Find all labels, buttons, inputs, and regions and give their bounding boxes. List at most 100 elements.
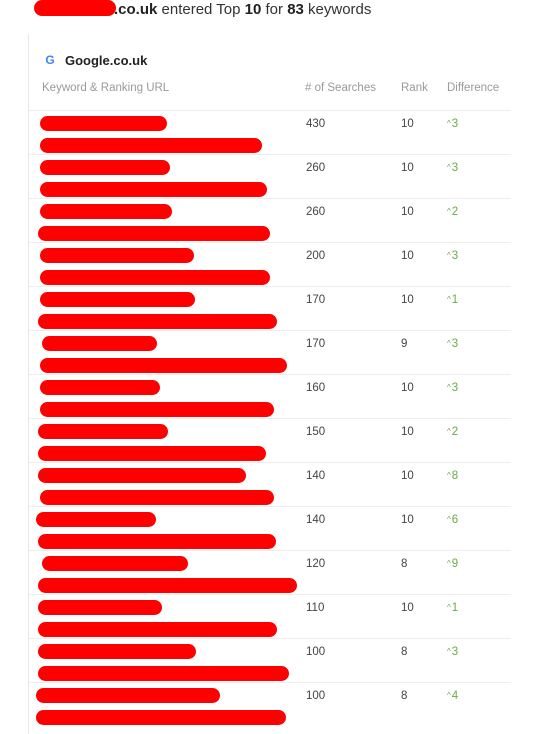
difference-value: ^1 xyxy=(447,602,458,614)
column-header-searches: # of Searches xyxy=(305,82,376,94)
rank-value: 10 xyxy=(401,514,414,526)
difference-value: ^3 xyxy=(447,162,458,174)
difference-value: ^3 xyxy=(447,646,458,658)
table-row: 430 10 ^3 xyxy=(29,110,511,154)
headline-text-2: for xyxy=(261,1,288,18)
searches-value: 100 xyxy=(306,646,326,658)
rank-value: 8 xyxy=(401,690,408,702)
redacted-ranking-url xyxy=(38,666,289,681)
rank-value: 10 xyxy=(401,118,414,130)
difference-number: 3 xyxy=(451,250,459,262)
rank-value: 10 xyxy=(401,470,414,482)
difference-number: 2 xyxy=(451,426,459,438)
searches-value: 160 xyxy=(306,382,326,394)
difference-value: ^9 xyxy=(447,558,458,570)
redacted-ranking-url xyxy=(38,578,297,593)
difference-value: ^1 xyxy=(447,294,458,306)
difference-value: ^2 xyxy=(447,426,458,438)
redacted-ranking-url xyxy=(38,314,277,329)
redacted-keyword xyxy=(40,160,170,175)
ranking-card: G Google.co.uk Keyword & Ranking URL # o… xyxy=(28,34,511,734)
rank-value: 8 xyxy=(401,646,408,658)
rank-value: 10 xyxy=(401,426,414,438)
redacted-keyword xyxy=(38,644,196,659)
redacted-ranking-url xyxy=(40,138,262,153)
difference-number: 2 xyxy=(451,206,459,218)
column-header-difference: Difference xyxy=(447,82,500,94)
up-arrow-icon: ^ xyxy=(447,603,451,612)
redacted-ranking-url xyxy=(36,710,286,725)
table-header: Keyword & Ranking URL # of Searches Rank… xyxy=(29,82,511,110)
table-row: 140 10 ^6 xyxy=(29,506,511,550)
searches-value: 100 xyxy=(306,690,326,702)
difference-value: ^3 xyxy=(447,118,458,130)
up-arrow-icon: ^ xyxy=(447,471,451,480)
redacted-keyword xyxy=(38,600,162,615)
difference-number: 3 xyxy=(451,382,459,394)
up-arrow-icon: ^ xyxy=(447,383,451,392)
redacted-ranking-url xyxy=(40,402,274,417)
search-engine-header: G Google.co.uk xyxy=(43,51,147,69)
redacted-keyword xyxy=(36,512,156,527)
difference-number: 3 xyxy=(451,646,459,658)
table-row: 110 10 ^1 xyxy=(29,594,511,638)
redacted-keyword xyxy=(40,116,167,131)
difference-value: ^3 xyxy=(447,250,458,262)
rank-value: 10 xyxy=(401,162,414,174)
rank-value: 8 xyxy=(401,558,408,570)
table-row: 260 10 ^3 xyxy=(29,154,511,198)
report-headline: .co.uk entered Top 10 for 83 keywords xyxy=(34,0,371,22)
up-arrow-icon: ^ xyxy=(447,251,451,260)
searches-value: 120 xyxy=(306,558,326,570)
difference-value: ^3 xyxy=(447,382,458,394)
ranking-table-body: 430 10 ^3 260 10 ^3 260 10 ^2 200 10 ^3 170 10 ^1 170 9 ^… xyxy=(29,110,511,726)
redacted-keyword xyxy=(42,336,157,351)
redacted-ranking-url xyxy=(40,270,270,285)
searches-value: 430 xyxy=(306,118,326,130)
redacted-ranking-url xyxy=(40,490,274,505)
up-arrow-icon: ^ xyxy=(447,647,451,656)
up-arrow-icon: ^ xyxy=(447,119,451,128)
table-row: 100 8 ^3 xyxy=(29,638,511,682)
difference-number: 1 xyxy=(451,602,459,614)
searches-value: 150 xyxy=(306,426,326,438)
redacted-keyword xyxy=(42,556,188,571)
redacted-ranking-url xyxy=(40,358,287,373)
searches-value: 110 xyxy=(306,602,325,614)
searches-value: 260 xyxy=(306,162,326,174)
table-row: 170 9 ^3 xyxy=(29,330,511,374)
searches-value: 200 xyxy=(306,250,326,262)
rank-value: 10 xyxy=(401,602,414,614)
up-arrow-icon: ^ xyxy=(447,427,451,436)
difference-value: ^8 xyxy=(447,470,458,482)
headline-text-3: keywords xyxy=(303,1,372,18)
top-n-value: 10 xyxy=(244,1,262,18)
redacted-ranking-url xyxy=(38,226,270,241)
redacted-ranking-url xyxy=(40,182,267,197)
up-arrow-icon: ^ xyxy=(447,207,451,216)
keyword-count: 83 xyxy=(287,1,304,18)
table-row: 160 10 ^3 xyxy=(29,374,511,418)
table-row: 120 8 ^9 xyxy=(29,550,511,594)
difference-number: 3 xyxy=(451,162,459,174)
difference-number: 3 xyxy=(451,118,459,130)
rank-value: 10 xyxy=(401,250,414,262)
difference-value: ^4 xyxy=(447,690,458,702)
up-arrow-icon: ^ xyxy=(447,295,451,304)
up-arrow-icon: ^ xyxy=(447,339,451,348)
redacted-keyword xyxy=(38,468,246,483)
difference-number: 6 xyxy=(451,514,459,526)
table-row: 100 8 ^4 xyxy=(29,682,511,726)
table-row: 170 10 ^1 xyxy=(29,286,511,330)
difference-value: ^2 xyxy=(447,206,458,218)
rank-value: 10 xyxy=(401,206,414,218)
table-row: 260 10 ^2 xyxy=(29,198,511,242)
difference-number: 3 xyxy=(451,338,459,350)
difference-value: ^3 xyxy=(447,338,458,350)
rank-value: 10 xyxy=(401,294,414,306)
redacted-ranking-url xyxy=(38,446,266,461)
difference-number: 9 xyxy=(451,558,459,570)
searches-value: 260 xyxy=(306,206,326,218)
table-row: 200 10 ^3 xyxy=(29,242,511,286)
table-row: 150 10 ^2 xyxy=(29,418,511,462)
